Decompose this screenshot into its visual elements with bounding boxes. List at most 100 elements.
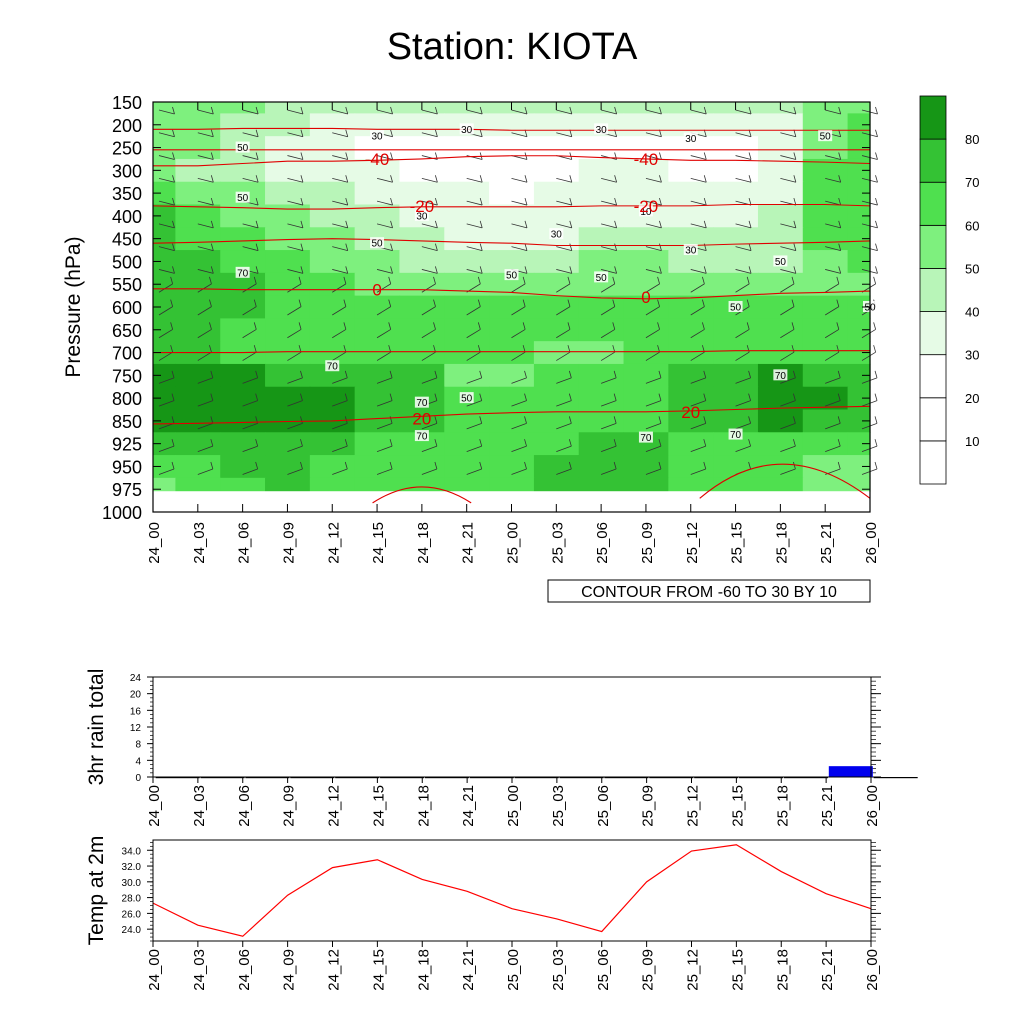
wind-barb-feather <box>434 129 438 137</box>
wind-barb-feather <box>659 266 662 274</box>
wind-barb-feather <box>838 129 842 137</box>
wind-barb <box>601 109 617 115</box>
rh-cell <box>220 158 266 183</box>
wind-barb-feather <box>210 243 214 251</box>
wind-barb-feather <box>793 393 796 401</box>
rh-cell <box>668 250 714 274</box>
x-tick-label: 25_00 <box>505 522 522 564</box>
wind-barb <box>376 423 393 430</box>
rh-label-bg <box>235 266 250 278</box>
rh-cell <box>175 113 221 137</box>
wind-barb-feather <box>172 243 175 251</box>
rh-label-bg <box>638 431 653 443</box>
wind-barb-feather <box>569 197 573 206</box>
wind-barb-feather <box>255 106 259 115</box>
wind-barb-feather <box>613 370 617 378</box>
wind-barb-feather <box>255 243 259 251</box>
rh-cell <box>175 409 221 433</box>
rh-cell <box>802 295 849 319</box>
rh-cell <box>399 113 445 137</box>
wind-barb <box>466 109 483 115</box>
wind-barb <box>645 109 662 115</box>
wind-barb-feather <box>345 220 349 228</box>
wind-barb <box>825 246 841 252</box>
wind-barb-feather <box>658 416 662 424</box>
wind-barb-feather <box>793 152 797 160</box>
wind-barb <box>332 423 348 430</box>
temperature-label: 20 <box>412 410 431 429</box>
wind-barb <box>780 269 796 274</box>
rh-cell <box>444 363 490 388</box>
x-tick-label: 24_06 <box>236 785 253 827</box>
wind-barb <box>421 351 436 361</box>
wind-barb-feather <box>837 461 841 470</box>
rh-cell <box>757 409 804 433</box>
wind-barb <box>158 351 173 361</box>
y-tick-label: 975 <box>112 480 142 500</box>
wind-barb <box>421 445 438 453</box>
wind-barb-feather <box>614 266 618 274</box>
wind-barb-feather <box>210 266 214 274</box>
rh-cell <box>153 227 177 251</box>
wind-barb <box>824 283 840 293</box>
wind-barb-feather <box>702 299 705 307</box>
wind-barb-feather <box>703 175 707 183</box>
rh-cell <box>847 181 871 206</box>
wind-barb <box>466 306 481 316</box>
rh-cell <box>623 250 669 274</box>
wind-barb-feather <box>345 197 349 206</box>
wind-barb <box>287 423 303 430</box>
wind-barb-feather <box>567 299 571 307</box>
wind-barb-feather <box>748 439 751 447</box>
temperature-isotherm <box>153 127 870 131</box>
rh-cell <box>265 386 311 411</box>
wind-barb <box>376 329 391 339</box>
rh-cell <box>489 432 535 456</box>
wind-barb <box>332 109 348 115</box>
wind-barb <box>242 109 259 115</box>
wind-barb <box>556 377 572 384</box>
wind-barb <box>466 329 481 339</box>
rh-cell <box>309 386 356 411</box>
rh-cell <box>623 341 669 365</box>
wind-barb <box>332 155 348 160</box>
wind-barb <box>690 329 705 339</box>
wind-barb-feather <box>614 175 618 183</box>
rh-cell <box>623 181 669 206</box>
rh-cell <box>533 409 580 433</box>
wind-barb-feather <box>345 152 349 160</box>
x-tick-label: 25_18 <box>774 785 791 827</box>
rh-cell <box>847 363 871 388</box>
x-tick-label: 26_00 <box>864 949 881 991</box>
rh-cell <box>309 250 356 274</box>
y-tick-label: 300 <box>112 161 142 181</box>
wind-barb-feather <box>658 461 662 470</box>
wind-barb <box>601 177 617 183</box>
x-tick-label: 25_15 <box>729 949 746 991</box>
wind-barb <box>421 283 436 293</box>
rain-bar <box>514 777 559 779</box>
rh-cell <box>713 386 759 411</box>
wind-barb-feather <box>612 276 616 284</box>
rh-cell <box>533 250 580 274</box>
wind-barb <box>601 223 617 229</box>
rain-bar <box>245 777 290 779</box>
rh-label-bg <box>414 209 429 221</box>
wind-barb <box>735 400 751 407</box>
wind-barb <box>421 177 438 183</box>
wind-barb-feather <box>875 106 878 115</box>
rh-cell <box>757 272 804 297</box>
rh-contour-label: 50 <box>596 273 608 284</box>
wind-barb-feather <box>837 393 841 401</box>
rh-cell <box>533 272 580 297</box>
temperature-isotherm <box>372 486 472 504</box>
x-tick-label: 25_12 <box>685 949 702 991</box>
colorbar-box <box>919 224 947 269</box>
wind-barb <box>645 445 662 453</box>
wind-barb <box>466 246 483 252</box>
wind-barb <box>197 351 212 361</box>
wind-barb <box>197 306 212 316</box>
x-tick-label: 25_09 <box>640 785 657 827</box>
contour-info-box <box>547 579 871 603</box>
rh-cell <box>444 432 490 456</box>
